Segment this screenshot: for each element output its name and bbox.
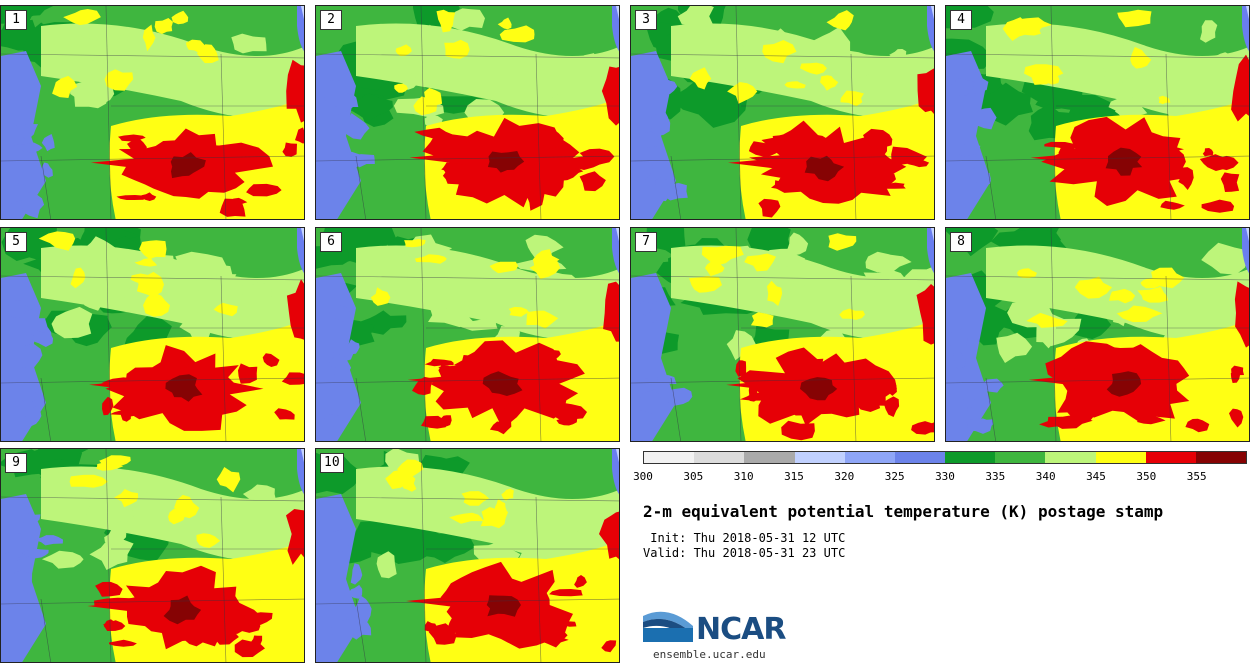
map-field <box>631 6 934 219</box>
stamp-panel-2: 2 <box>315 5 620 220</box>
colorbar-tick-label: 345 <box>1086 470 1106 483</box>
map-field <box>316 6 619 219</box>
stamp-panel-9: 9 <box>0 448 305 663</box>
colorbar-swatch <box>844 452 895 463</box>
colorbar-tick-label: 350 <box>1136 470 1157 483</box>
stamp-panel-1: 1 <box>0 5 305 220</box>
colorbar-swatch <box>894 452 946 463</box>
colorbar-tick-label: 300 <box>633 470 653 483</box>
colorbar-swatch <box>995 452 1046 463</box>
colorbar-tick-label: 305 <box>683 470 704 483</box>
stamp-panel-7: 7 <box>630 227 935 442</box>
member-number: 7 <box>635 232 657 252</box>
colorbar-tick-label: 340 <box>1035 470 1056 483</box>
member-number: 3 <box>635 10 657 30</box>
ncar-logo-icon <box>643 611 693 642</box>
stamp-panel-5: 5 <box>0 227 305 442</box>
colorbar-tick-label: 310 <box>733 470 754 483</box>
colorbar-tick-label: 355 <box>1186 470 1207 483</box>
map-field <box>946 6 1249 219</box>
init-time: Init: Thu 2018-05-31 12 UTC <box>643 531 846 545</box>
stamp-panel-3: 3 <box>630 5 935 220</box>
colorbar-tick-label: 320 <box>834 470 855 483</box>
map-field <box>1 449 304 662</box>
ncar-logo-text: NCAR <box>696 612 786 647</box>
colorbar-swatch <box>744 452 795 463</box>
member-number: 6 <box>320 232 342 252</box>
map-field <box>316 449 619 662</box>
member-number: 1 <box>5 10 27 30</box>
map-field <box>1 6 304 219</box>
member-number: 4 <box>950 10 972 30</box>
colorbar <box>643 451 1247 464</box>
member-number: 8 <box>950 232 972 252</box>
map-field <box>631 228 934 441</box>
map-field <box>316 228 619 441</box>
stamp-panel-10: 10 <box>315 448 620 663</box>
colorbar-swatch <box>1095 452 1146 463</box>
colorbar-swatch <box>1045 452 1096 463</box>
colorbar-tick-label: 335 <box>985 470 1006 483</box>
map-title: 2-m equivalent potential temperature (K)… <box>643 502 1164 521</box>
colorbar-swatch <box>1145 452 1196 463</box>
colorbar-ticks: 300 305 310 315 320 325 330 335 340 345 350 355 <box>633 470 1247 484</box>
colorbar-swatch <box>694 452 745 463</box>
stamp-panel-6: 6 <box>315 227 620 442</box>
stamp-panel-8: 8 <box>945 227 1250 442</box>
colorbar-swatch <box>945 452 996 463</box>
colorbar-tick-label: 325 <box>884 470 905 483</box>
map-field <box>1 228 304 441</box>
logo-url: ensemble.ucar.edu <box>653 648 766 661</box>
stamp-panel-4: 4 <box>945 5 1250 220</box>
member-number: 10 <box>320 453 344 473</box>
colorbar-tick-label: 315 <box>784 470 804 483</box>
colorbar-tick-label: 330 <box>935 470 955 483</box>
member-number: 2 <box>320 10 342 30</box>
valid-time: Valid: Thu 2018-05-31 23 UTC <box>643 546 846 560</box>
colorbar-swatch <box>644 452 695 463</box>
map-field <box>946 228 1249 441</box>
member-number: 5 <box>5 232 27 252</box>
colorbar-swatch <box>1195 452 1247 463</box>
member-number: 9 <box>5 453 27 473</box>
colorbar-swatch <box>794 452 845 463</box>
